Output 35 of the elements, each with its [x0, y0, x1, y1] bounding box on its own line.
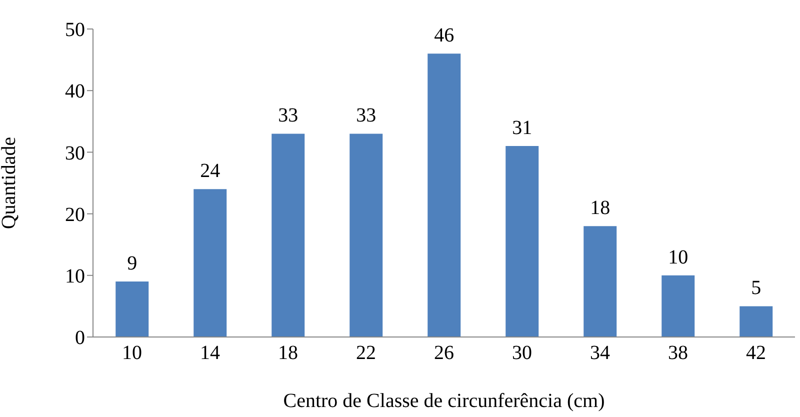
- data-label: 24: [200, 160, 220, 182]
- y-tick-label: 30: [65, 142, 85, 164]
- x-tick-label: 14: [200, 342, 220, 364]
- data-label: 5: [751, 277, 762, 300]
- y-tick-label: 40: [65, 80, 85, 103]
- bar: [194, 189, 227, 337]
- data-label: 31: [512, 117, 532, 140]
- data-label: 33: [278, 104, 298, 127]
- x-tick-label: 34: [590, 342, 610, 364]
- x-tick-label: 38: [668, 342, 688, 364]
- bar: [428, 54, 461, 337]
- data-label: 33: [356, 104, 376, 127]
- y-axis-title: Quantidade: [0, 136, 20, 230]
- y-tick-label: 10: [65, 266, 85, 288]
- data-label: 18: [590, 197, 610, 220]
- bar: [350, 134, 383, 337]
- bar: [662, 275, 695, 337]
- bar: [272, 134, 305, 337]
- bar: [740, 306, 773, 337]
- x-tick-label: 18: [278, 342, 298, 364]
- data-label: 10: [668, 246, 688, 268]
- bar: [116, 282, 149, 337]
- x-axis-title: Centro de Classe de circunferência (cm): [283, 390, 605, 412]
- x-tick-label: 26: [434, 342, 454, 364]
- y-tick-label: 20: [65, 204, 85, 226]
- x-tick-label: 30: [512, 342, 532, 364]
- bar: [506, 146, 539, 337]
- y-tick-label: 0: [75, 327, 85, 350]
- y-tick-label: 50: [65, 19, 85, 42]
- data-label: 9: [127, 252, 138, 275]
- x-tick-label: 22: [356, 342, 376, 364]
- bar: [584, 226, 617, 337]
- x-tick-label: 42: [746, 342, 766, 364]
- data-label: 46: [434, 24, 454, 47]
- x-tick-label: 10: [122, 342, 142, 364]
